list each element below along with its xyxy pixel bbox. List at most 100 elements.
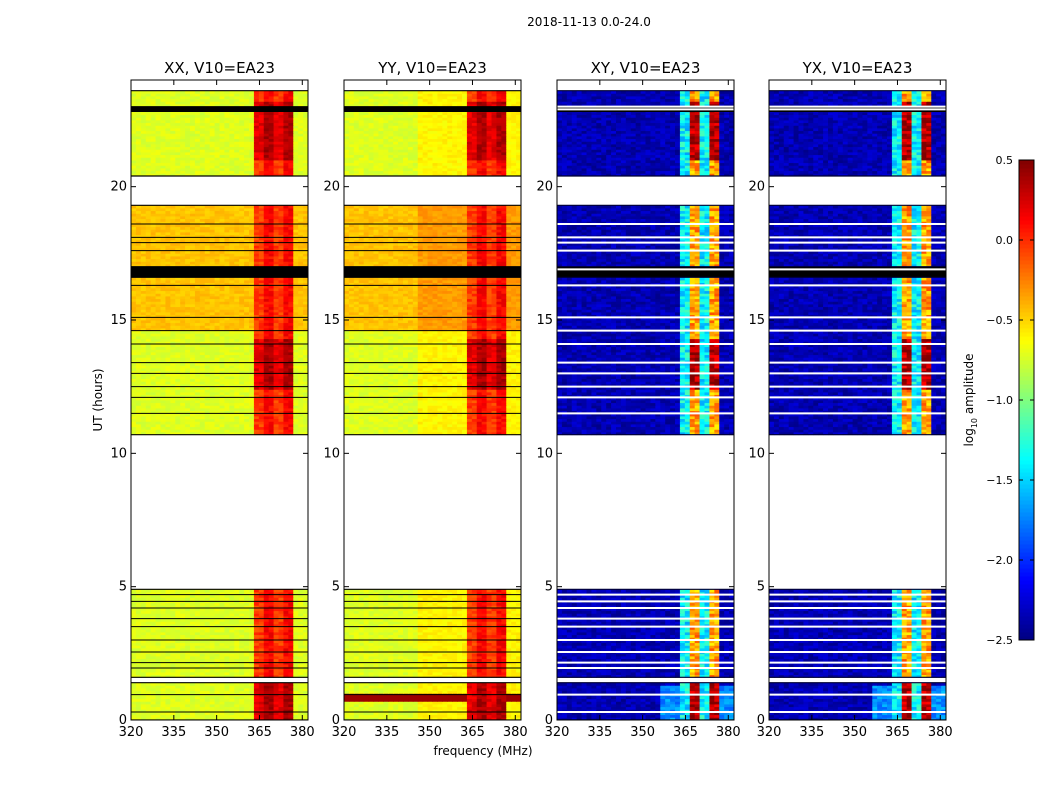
x-tick-label: 350 [630,725,655,740]
colorbar-segment [1019,384,1034,389]
y-tick-label: 20 [110,180,127,195]
colorbar-segment [1019,228,1034,233]
colorbar-segment [1019,452,1034,457]
colorbar-segment [1019,624,1034,629]
heatmap-yx [769,80,946,720]
y-tick-label: 15 [536,313,553,328]
colorbar-segment [1019,516,1034,521]
colorbar: 0.5 0.0 −0.5 −1.0 −1.5 −2.0 −2.5 log10 amplitud… [962,154,1035,647]
y-tick-label: 5 [757,580,765,595]
x-tick-label: 365 [247,725,272,740]
colorbar-segment [1019,628,1034,633]
colorbar-segment [1019,244,1034,249]
colorbar-segment [1019,280,1034,285]
y-tick-label: 5 [545,580,553,595]
x-tick-label: 365 [673,725,698,740]
colorbar-segment [1019,580,1034,585]
x-tick-label: 350 [417,725,442,740]
colorbar-segment [1019,216,1034,221]
colorbar-segment [1019,260,1034,265]
colorbar-segment [1019,560,1034,565]
colorbar-segment [1019,324,1034,329]
colorbar-segment [1019,568,1034,573]
colorbar-segment [1019,464,1034,469]
x-tick-label: 335 [374,725,399,740]
colorbar-segment [1019,312,1034,317]
colorbar-segment [1019,212,1034,217]
x-tick-label: 380 [716,725,741,740]
colorbar-segment [1019,572,1034,577]
colorbar-segment [1019,388,1034,393]
y-tick-label: 5 [119,580,127,595]
x-tick-label: 350 [204,725,229,740]
y-tick-label: 20 [323,180,340,195]
colorbar-segment [1019,420,1034,425]
colorbar-segment [1019,524,1034,529]
colorbar-segment [1019,432,1034,437]
panel-xy: XY, V10=EA23 320 335 350 365 380 0 5 10 15 20 [536,59,740,740]
colorbar-segment [1019,512,1034,517]
colorbar-segment [1019,548,1034,553]
colorbar-segment [1019,296,1034,301]
colorbar-segment [1019,436,1034,441]
colorbar-segment [1019,264,1034,269]
y-axis-label: UT (hours) [91,368,105,431]
y-tick-label: 0 [332,713,340,728]
colorbar-segment [1019,184,1034,189]
panel-title: YX, V10=EA23 [802,59,913,77]
colorbar-tick-label: −1.0 [986,394,1013,407]
colorbar-segment [1019,164,1034,169]
colorbar-segment [1019,488,1034,493]
colorbar-segment [1019,556,1034,561]
colorbar-segment [1019,380,1034,385]
colorbar-segment [1019,364,1034,369]
colorbar-segment [1019,344,1034,349]
colorbar-segment [1019,496,1034,501]
colorbar-segment [1019,424,1034,429]
panel-title: YY, V10=EA23 [377,59,487,77]
colorbar-segment [1019,332,1034,337]
colorbar-segment [1019,276,1034,281]
colorbar-segment [1019,400,1034,405]
y-tick-label: 10 [110,446,127,461]
panel-yy: YY, V10=EA23 320 335 350 365 380 0 5 10 15 20 [323,59,527,740]
y-tick-label: 10 [748,446,765,461]
colorbar-segment [1019,504,1034,509]
colorbar-segment [1019,520,1034,525]
x-tick-label: 335 [799,725,824,740]
heatmap-xy [557,80,734,720]
colorbar-segment [1019,392,1034,397]
y-tick-label: 10 [536,446,553,461]
colorbar-segment [1019,272,1034,277]
x-tick-label: 320 [545,725,570,740]
colorbar-label: log10 amplitude [962,354,979,447]
colorbar-segment [1019,340,1034,345]
colorbar-segment [1019,252,1034,257]
colorbar-segment [1019,620,1034,625]
colorbar-segment [1019,288,1034,293]
colorbar-segment [1019,176,1034,181]
heatmap-xx [131,80,308,720]
colorbar-segment [1019,604,1034,609]
colorbar-segment [1019,352,1034,357]
colorbar-segment [1019,416,1034,421]
y-tick-label: 10 [323,446,340,461]
y-tick-label: 0 [119,713,127,728]
colorbar-segment [1019,304,1034,309]
colorbar-segment [1019,168,1034,173]
panel-xx: XX, V10=EA23 320 335 350 365 380 0 5 10 15 20 [110,59,314,740]
colorbar-segment [1019,564,1034,569]
colorbar-tick-label: 0.0 [996,234,1014,247]
colorbar-tick-label: −2.5 [986,634,1013,647]
x-tick-label: 365 [460,725,485,740]
colorbar-segment [1019,428,1034,433]
colorbar-segment [1019,196,1034,201]
colorbar-segment [1019,612,1034,617]
colorbar-segment [1019,204,1034,209]
colorbar-segment [1019,320,1034,325]
colorbar-segment [1019,444,1034,449]
colorbar-segment [1019,200,1034,205]
colorbar-segment [1019,348,1034,353]
